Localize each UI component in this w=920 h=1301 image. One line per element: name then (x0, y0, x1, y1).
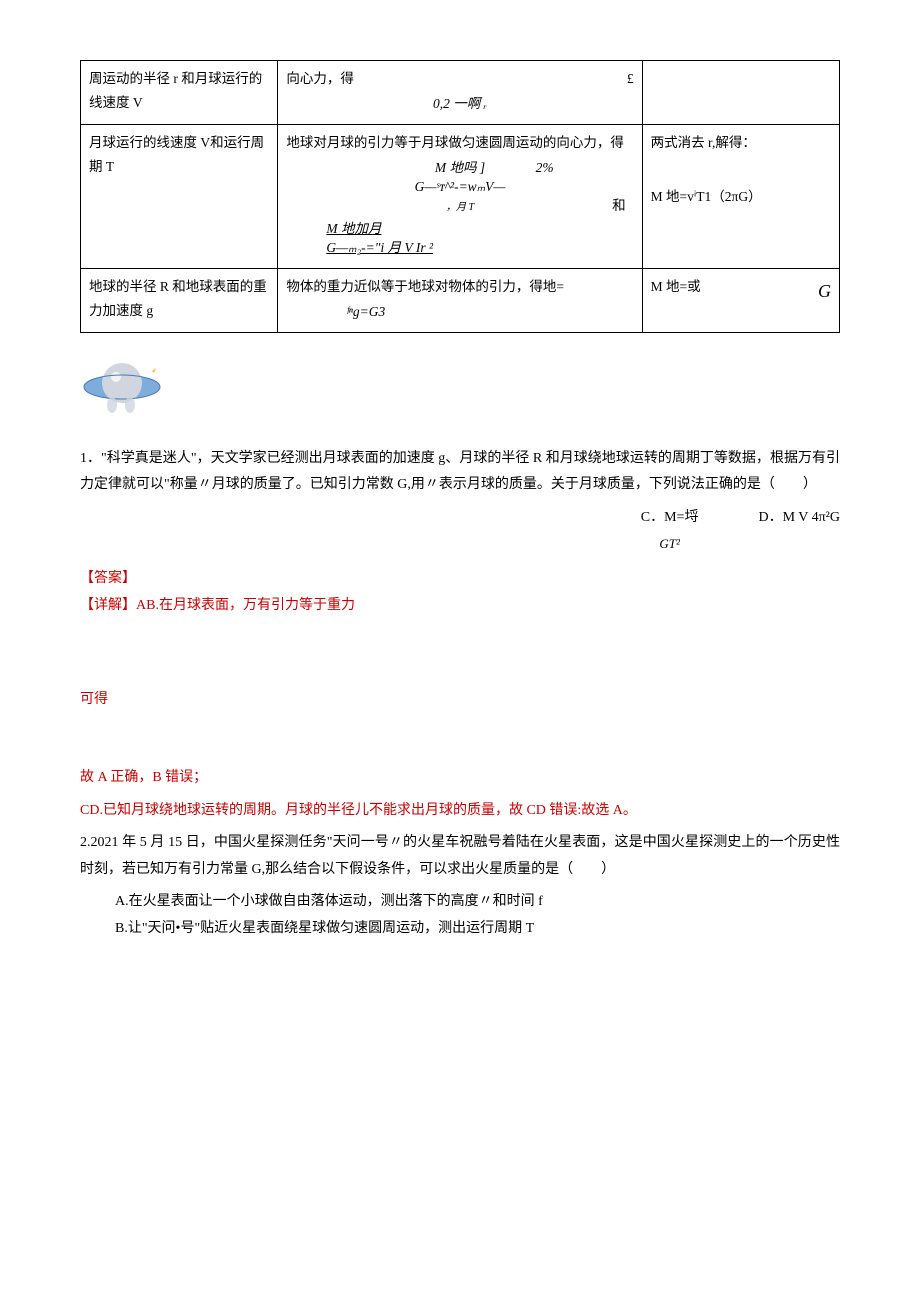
table-row: 月球运行的线速度 V和运行周期 T 地球对月球的引力等于月球做匀速圆周运动的向心… (81, 125, 840, 269)
text: 向心力，得 (286, 71, 354, 86)
cell-known-3: 地球的半径 R 和地球表面的重力加速度 g (81, 268, 278, 332)
cell-result-3: M 地=或 G (642, 268, 839, 332)
formula: 0,2 一啊 ᵣ (286, 95, 633, 114)
answer-block: 【答案】 【详解】AB.在月球表面，万有引力等于重力 (80, 566, 840, 619)
option-a: A.在火星表面让一个小球做自由落体运动，测出落下的高度〃和时间 f (80, 889, 840, 916)
formula-2: M 地加月 G—ₘ₂-="i 月 V Ir ² (286, 220, 633, 258)
text: 地球对月球的引力等于月球做匀速圆周运动的向心力，得 (286, 135, 624, 150)
answer-label: 【答案】 (80, 571, 136, 586)
text: 物体的重力近似等于地球对物体的引力，得地= (286, 279, 564, 294)
question-2: 2.2021 年 5 月 15 日，中国火星探测任务"天问一号〃的火星车祝融号着… (80, 830, 840, 883)
table-row: 地球的半径 R 和地球表面的重力加速度 g 物体的重力近似等于地球对物体的引力，… (81, 268, 840, 332)
option-c: C．M=埒 GT² (641, 505, 699, 556)
cell-derive-2: 地球对月球的引力等于月球做匀速圆周运动的向心力，得 2% M 地吗 ] G—ˢᴛ… (278, 125, 642, 269)
mark: £ (627, 67, 634, 91)
cell-known-2: 月球运行的线速度 V和运行周期 T (81, 125, 278, 269)
cell-derive-1: 向心力，得 £ 0,2 一啊 ᵣ (278, 61, 642, 125)
option-b: B.让"天问•号"贴近火星表面绕星球做匀速圆周运动，测出运行周期 T (80, 916, 840, 943)
cell-derive-3: 物体的重力近似等于地球对物体的引力，得地= ᶠⁿg=G3 (278, 268, 642, 332)
cell-result-1 (642, 61, 839, 125)
detail-label: 【详解】 (80, 598, 136, 613)
answer-cd: CD.已知月球绕地球运转的周期。月球的半径儿不能求出月球的质量，故 CD 错误:… (80, 798, 840, 825)
option-d: D．M V 4π²G (758, 505, 840, 556)
kede: 可得 (80, 687, 840, 714)
options-row: C．M=埒 GT² D．M V 4π²G (80, 505, 840, 556)
cell-known-1: 周运动的半径 r 和月球运行的线速度 V (81, 61, 278, 125)
formula-1: 2% M 地吗 ] G—ˢᴛ^²-=wₘV— ，月 T 和 (286, 159, 633, 216)
formula: ᶠⁿg=G3 (286, 303, 633, 322)
answer-a: 故 A 正确，B 错误； (80, 765, 840, 792)
cell-result-2: 两式消去 r,解得： M 地=vⁱT1（2πG） (642, 125, 839, 269)
planet-icon (80, 353, 840, 428)
physics-table: 周运动的半径 r 和月球运行的线速度 V 向心力，得 £ 0,2 一啊 ᵣ 月球… (80, 60, 840, 333)
table-row: 周运动的半径 r 和月球运行的线速度 V 向心力，得 £ 0,2 一啊 ᵣ (81, 61, 840, 125)
detail-text: AB.在月球表面，万有引力等于重力 (136, 598, 355, 613)
question-1: 1．"科学真是迷人"，天文学家已经测出月球表面的加速度 g、月球的半径 R 和月… (80, 446, 840, 499)
